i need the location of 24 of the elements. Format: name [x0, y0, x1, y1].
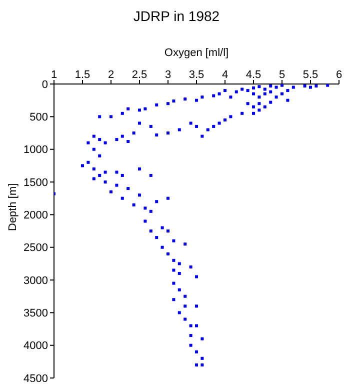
x-tick-label: 4.5	[246, 69, 262, 81]
x-tick-label: 1.5	[74, 69, 90, 81]
y-tick-label: 500	[30, 112, 48, 124]
y-tick-label: 1500	[24, 176, 48, 189]
x-tick-label: 1	[50, 69, 58, 81]
x-tick-label: 3	[164, 69, 172, 81]
x-tick-label: 5	[278, 69, 286, 81]
x-tick-label: 2	[108, 69, 114, 81]
y-tick-label: 4500	[24, 372, 48, 384]
x-tick-label: 6	[336, 69, 342, 81]
chart-title: JDRP in 1982	[132, 8, 221, 26]
y-tick-label: 1000	[24, 144, 48, 156]
y-tick-label: 3500	[24, 308, 48, 320]
x-tick-label: 5.5	[302, 69, 318, 81]
y-tick-label: 4000	[24, 340, 48, 352]
y-tick-label: 2500	[24, 242, 48, 254]
y-tick-label: 3000	[24, 274, 48, 287]
y-tick-label: 0	[42, 78, 48, 91]
x-axis-title: Oxygen [ml/l]	[164, 46, 229, 59]
y-tick-label: 2000	[24, 210, 48, 222]
x-tick-label: 3.5	[188, 69, 204, 81]
x-tick-label: 4	[222, 69, 228, 81]
x-tick-label: 2.5	[132, 69, 148, 81]
y-axis-title: Depth [m]	[6, 183, 19, 231]
